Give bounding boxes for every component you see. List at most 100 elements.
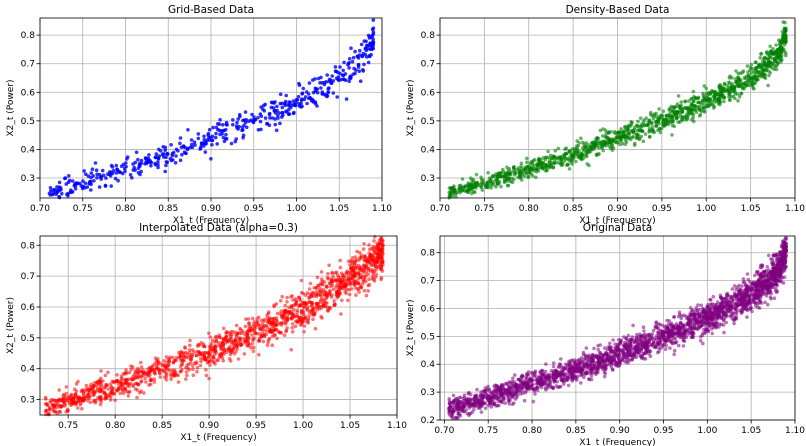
data-point <box>207 376 211 381</box>
data-point <box>483 406 488 411</box>
data-point <box>651 127 655 132</box>
data-point <box>594 372 598 377</box>
data-point <box>224 122 229 127</box>
data-point <box>202 144 206 148</box>
data-point <box>252 322 256 327</box>
data-point <box>267 123 272 128</box>
data-point <box>207 354 211 359</box>
data-point <box>254 331 259 336</box>
data-point <box>503 401 508 405</box>
data-point <box>297 297 302 301</box>
data-point <box>192 350 196 354</box>
data-point <box>84 172 88 176</box>
data-point <box>253 325 258 330</box>
data-point <box>247 336 251 341</box>
data-point <box>630 135 634 140</box>
data-point <box>366 268 371 273</box>
y-tick-label: 0.4 <box>21 145 36 155</box>
data-point <box>615 132 619 136</box>
data-point <box>338 291 342 295</box>
data-point <box>636 119 640 124</box>
data-point <box>287 100 292 104</box>
data-point <box>447 397 452 401</box>
x-tick-label: 0.80 <box>519 204 539 214</box>
data-point <box>326 271 330 276</box>
x-tick-label: 0.75 <box>474 204 494 214</box>
data-point <box>318 300 323 304</box>
x-tick-label: 0.95 <box>652 204 672 214</box>
data-point <box>566 162 570 167</box>
data-point <box>647 118 652 123</box>
data-point <box>348 266 353 271</box>
data-point <box>239 342 244 347</box>
data-point <box>149 160 154 165</box>
data-point <box>745 315 749 319</box>
data-point <box>217 333 222 338</box>
data-point <box>299 323 303 327</box>
data-point <box>294 301 299 306</box>
data-point <box>664 114 669 118</box>
data-point <box>360 54 365 59</box>
data-point <box>243 324 248 329</box>
data-point <box>447 186 452 190</box>
data-point <box>218 132 222 137</box>
data-point <box>373 235 377 239</box>
data-point <box>120 378 124 382</box>
data-point <box>146 158 150 162</box>
data-point <box>295 314 299 319</box>
data-point <box>308 292 313 297</box>
data-point <box>274 327 278 332</box>
data-point <box>629 120 633 124</box>
data-point <box>187 353 192 358</box>
data-point <box>371 248 375 252</box>
data-point <box>179 369 183 374</box>
data-point <box>147 370 152 374</box>
data-point <box>332 299 336 303</box>
data-point <box>174 358 178 363</box>
data-point <box>325 94 329 99</box>
data-point <box>486 171 490 175</box>
data-point <box>82 398 87 403</box>
data-point <box>746 79 751 83</box>
data-point <box>338 265 343 270</box>
data-point <box>376 255 380 260</box>
data-point <box>259 114 264 118</box>
data-point <box>757 74 761 78</box>
data-point <box>135 366 140 371</box>
data-point <box>356 65 361 69</box>
data-point <box>625 339 630 343</box>
data-point <box>350 255 355 260</box>
data-point <box>99 382 104 387</box>
data-point <box>194 353 199 358</box>
data-point <box>189 138 194 142</box>
data-point <box>553 148 558 153</box>
data-point <box>452 184 456 188</box>
data-point <box>370 254 375 258</box>
data-point <box>85 185 90 189</box>
data-point <box>55 188 59 192</box>
data-point <box>507 167 512 171</box>
data-point <box>50 397 54 402</box>
data-point <box>522 174 527 179</box>
data-point <box>299 303 304 308</box>
data-point <box>757 69 761 74</box>
data-point <box>214 125 219 130</box>
data-point <box>97 172 102 177</box>
data-point <box>549 157 554 161</box>
data-point <box>582 375 586 380</box>
data-point <box>530 383 534 388</box>
data-point <box>354 293 358 297</box>
data-point <box>63 176 67 181</box>
data-point <box>292 110 296 115</box>
data-point <box>600 134 605 138</box>
data-point <box>133 387 138 391</box>
data-point <box>753 273 757 278</box>
data-point <box>362 242 366 246</box>
data-point <box>313 326 318 331</box>
data-point <box>782 49 787 53</box>
data-point <box>65 398 69 403</box>
data-point <box>150 365 155 369</box>
data-point <box>224 132 228 137</box>
data-point <box>170 355 175 360</box>
data-point <box>337 283 342 288</box>
